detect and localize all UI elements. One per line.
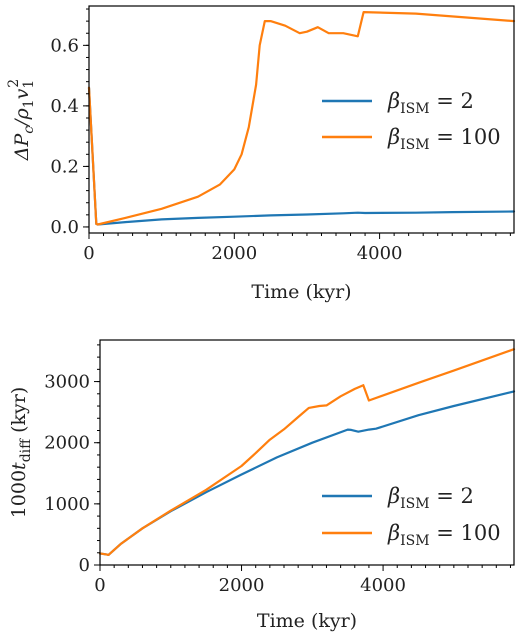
x-tick-label: 0 bbox=[83, 243, 94, 264]
x-axis-label: Time (kyr) bbox=[257, 610, 357, 632]
series-line-2 bbox=[98, 348, 516, 557]
x-tick-label: 2000 bbox=[211, 243, 257, 264]
legend-label-1: βISM = 2 bbox=[387, 484, 474, 512]
y-tick-label: 0 bbox=[79, 555, 90, 576]
series-line-1 bbox=[87, 86, 516, 226]
x-tick-label: 0 bbox=[94, 575, 105, 596]
y-tick-label: 0.4 bbox=[50, 96, 79, 117]
x-axis-label: Time (kyr) bbox=[251, 281, 351, 303]
y-tick-label: 2000 bbox=[44, 433, 90, 454]
y-tick-label: 0.0 bbox=[50, 217, 79, 238]
y-tick-label: 1000 bbox=[44, 494, 90, 515]
y-tick-label: 3000 bbox=[44, 372, 90, 393]
y-tick-label: 0.6 bbox=[50, 35, 79, 56]
y-tick-label: 0.2 bbox=[50, 156, 79, 177]
x-tick-label: 4000 bbox=[360, 575, 406, 596]
bottom-panel-chart: 0 2000 4000 0 1000 2000 3000 Time (kyr) 1000tdif… bbox=[8, 339, 516, 632]
legend-label-2: βISM = 100 bbox=[387, 521, 501, 549]
plot-frame bbox=[99, 339, 515, 566]
plot-frame bbox=[88, 5, 515, 234]
x-tick-label: 2000 bbox=[219, 575, 265, 596]
top-panel-chart: 0 2000 4000 0.0 0.2 0.4 0.6 Time (kyr) ΔPc/ρ1v12… bbox=[6, 5, 516, 303]
legend-label-2: βISM = 100 bbox=[387, 125, 501, 153]
series-line-2 bbox=[87, 11, 516, 226]
y-axis-label: 1000tdiff (kyr) bbox=[8, 387, 34, 519]
legend-label-1: βISM = 2 bbox=[387, 89, 474, 117]
x-tick-label: 4000 bbox=[357, 243, 403, 264]
y-axis-label: ΔPc/ρ1v12 bbox=[6, 79, 37, 161]
